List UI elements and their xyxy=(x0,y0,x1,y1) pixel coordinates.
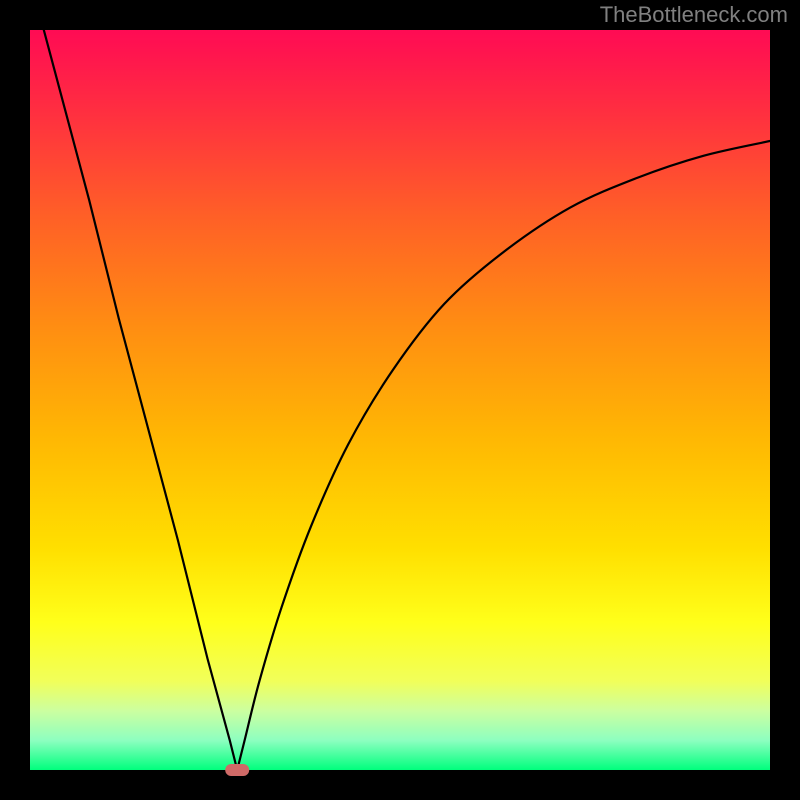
bottleneck-chart: TheBottleneck.com xyxy=(0,0,800,800)
watermark-text: TheBottleneck.com xyxy=(600,2,788,27)
optimum-marker xyxy=(225,764,249,776)
